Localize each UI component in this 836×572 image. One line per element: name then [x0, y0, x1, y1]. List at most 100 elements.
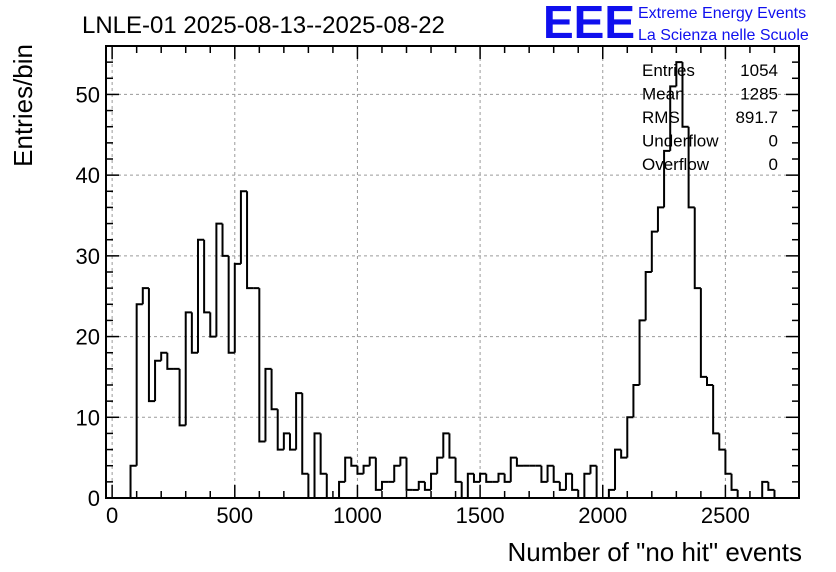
stat-label: RMS	[642, 108, 680, 127]
histogram-bin	[239, 190, 248, 264]
histogram-bin	[607, 488, 616, 498]
y-axis-title: Entries/bin	[8, 44, 38, 167]
stat-label: Mean	[642, 85, 685, 104]
histogram-bin	[687, 126, 695, 209]
stat-value: 0	[769, 132, 778, 151]
histogram-bin	[669, 85, 677, 151]
x-tick-label: 2500	[701, 503, 750, 528]
histogram-bin	[178, 368, 186, 427]
histogram-bin	[154, 359, 162, 402]
histogram-bin	[515, 457, 524, 467]
histogram-bin	[258, 288, 266, 443]
histogram-bin	[712, 385, 720, 435]
histogram-bin	[675, 61, 683, 87]
stat-value: 1285	[740, 85, 778, 104]
histogram-bin	[564, 472, 573, 490]
chart-title: LNLE-01 2025-08-13--2025-08-22	[82, 12, 445, 39]
histogram-bin	[509, 456, 517, 482]
stats-box: Entries 1054 Mean 1285 RMS 891.7 Underflow 0 Ove…	[642, 61, 778, 174]
histogram-bin	[448, 433, 456, 459]
grid-lines	[106, 46, 799, 498]
histogram-bin	[270, 368, 278, 411]
histogram-bin	[276, 409, 284, 451]
histogram-bin	[540, 465, 548, 483]
stat-label: Overflow	[642, 155, 710, 174]
stat-label: Underflow	[642, 132, 719, 151]
histogram-bin	[736, 489, 744, 499]
histogram-bin	[356, 465, 364, 475]
histogram-bin	[454, 457, 462, 483]
y-tick-label: 20	[76, 325, 100, 350]
logo-line2: La Scienza nelle Scuole	[638, 27, 809, 44]
histogram-bin	[166, 352, 174, 370]
histogram-bin	[233, 262, 241, 353]
histogram-bin	[246, 191, 254, 290]
histogram-bin	[571, 473, 579, 491]
y-tick-labels: 0 10 20 30 40 50	[76, 82, 100, 511]
histogram-bin	[656, 206, 665, 232]
histogram-bin	[650, 230, 658, 272]
histogram-bin	[374, 457, 382, 491]
histogram-bin	[479, 472, 487, 482]
x-tick-label: 1000	[333, 503, 382, 528]
histogram-bin	[632, 384, 640, 418]
y-tick-label: 10	[76, 405, 100, 430]
histogram-bin	[663, 149, 671, 208]
histogram-bin	[681, 62, 689, 128]
histogram-bin	[620, 449, 628, 459]
histogram-bin	[442, 432, 450, 458]
histogram-bin	[368, 456, 376, 466]
x-tick-label: 0	[106, 503, 118, 528]
y-tick-label: 50	[76, 82, 100, 107]
histogram-bin	[718, 433, 726, 451]
logo-line1: Extreme Energy Events	[638, 5, 806, 22]
histogram-bin	[638, 319, 646, 385]
histogram-bin	[393, 464, 401, 482]
histogram-bin	[626, 416, 634, 458]
histogram-bin	[552, 465, 560, 483]
histogram-bin	[135, 303, 143, 466]
histogram-bin	[129, 464, 137, 498]
histogram-bin	[546, 464, 554, 482]
y-tick-label: 40	[76, 163, 100, 188]
x-axis-title: Number of "no hit" events	[508, 537, 803, 567]
histogram-bin	[614, 448, 622, 490]
histogram-bin	[350, 457, 358, 467]
histogram-bin	[595, 465, 603, 499]
histogram-bin	[227, 255, 235, 354]
histogram-bin	[338, 480, 346, 498]
histogram-bin	[761, 480, 769, 498]
histogram-bin	[221, 223, 229, 257]
histogram-bin	[767, 481, 775, 491]
histogram-bin	[583, 472, 591, 498]
x-tick-label: 2000	[578, 503, 627, 528]
y-tick-label: 30	[76, 244, 100, 269]
logo-mark: EEE	[543, 0, 635, 48]
histogram-bin	[313, 432, 321, 498]
x-tick-label: 500	[216, 503, 253, 528]
histogram-bin	[215, 222, 223, 337]
histogram-bin	[706, 376, 714, 386]
histogram-bin	[699, 288, 708, 378]
axis-ticks	[106, 45, 800, 499]
histogram-bin	[184, 311, 192, 426]
histogram-bin	[405, 457, 413, 491]
x-tick-label: 1500	[456, 503, 505, 528]
eee-logo: EEE Extreme Energy Events La Scienza nel…	[543, 0, 809, 48]
histogram-bin	[558, 481, 566, 491]
histogram-bin	[724, 449, 732, 475]
histogram-series	[129, 61, 776, 499]
histogram-bin	[203, 239, 211, 314]
histogram-bin	[319, 433, 327, 475]
histogram-bin	[466, 472, 474, 498]
histogram-bin	[344, 456, 352, 482]
histogram-bin	[301, 393, 309, 475]
histogram-bin	[436, 456, 444, 474]
stat-value: 0	[769, 155, 778, 174]
histogram-bin	[282, 432, 290, 450]
histogram-bin	[264, 367, 272, 442]
histogram-bin	[288, 433, 297, 451]
histogram-bin	[362, 464, 370, 474]
histogram-bin	[693, 207, 701, 290]
